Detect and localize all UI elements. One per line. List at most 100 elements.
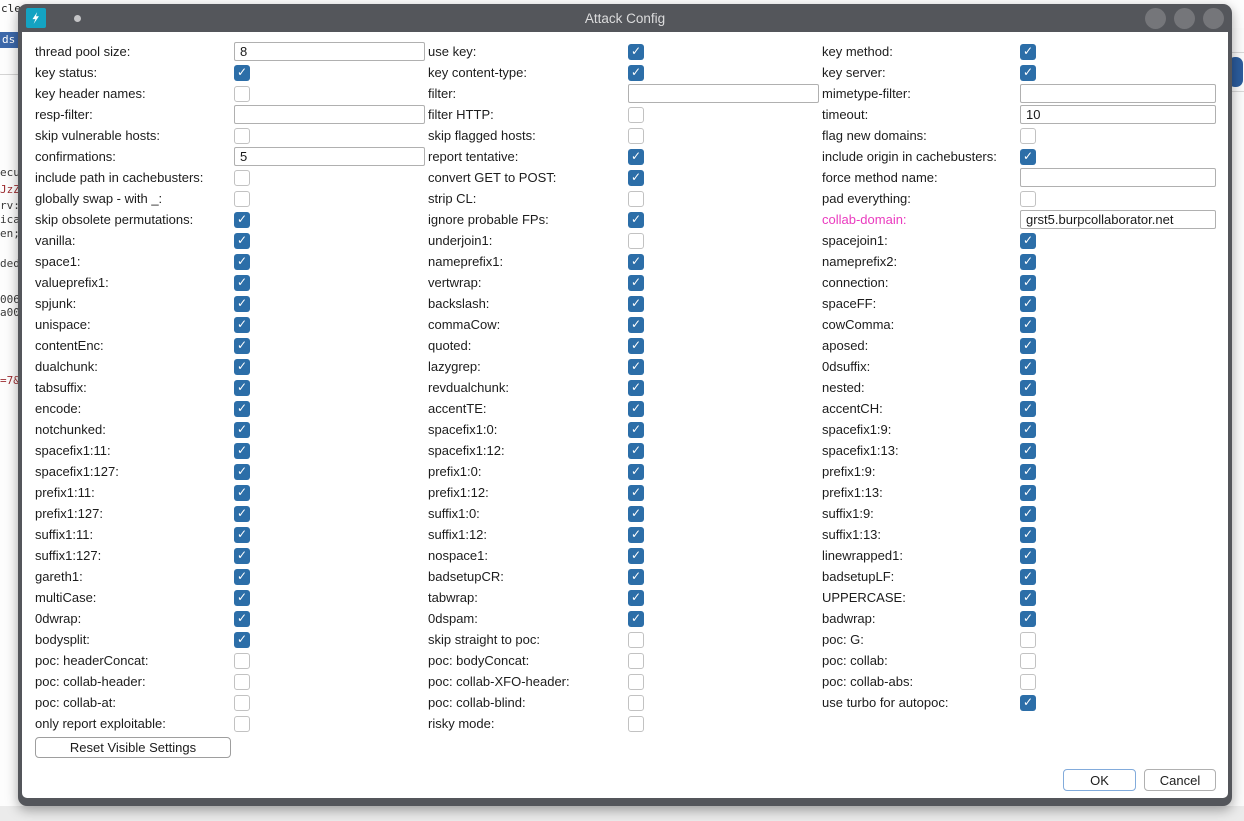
minimize-button[interactable] bbox=[1145, 7, 1166, 29]
checkbox-unispace[interactable]: ✓ bbox=[234, 316, 250, 333]
text-input-thread-pool-size[interactable] bbox=[234, 42, 425, 61]
checkbox-skip-straight-to-poc[interactable] bbox=[628, 631, 644, 648]
checkbox-vertwrap[interactable]: ✓ bbox=[628, 274, 644, 291]
checkbox-suffix1-9[interactable]: ✓ bbox=[1020, 505, 1036, 522]
checkbox-dualchunk[interactable]: ✓ bbox=[234, 358, 250, 375]
checkbox-use-key[interactable]: ✓ bbox=[628, 43, 644, 60]
checkbox-globally-swap-with[interactable] bbox=[234, 190, 250, 207]
checkbox-gareth1[interactable]: ✓ bbox=[234, 568, 250, 585]
titlebar[interactable]: Attack Config bbox=[18, 4, 1232, 32]
checkbox-nameprefix2[interactable]: ✓ bbox=[1020, 253, 1036, 270]
checkbox-spaceff[interactable]: ✓ bbox=[1020, 295, 1036, 312]
checkbox-0dspam[interactable]: ✓ bbox=[628, 610, 644, 627]
checkbox-only-report-exploitable[interactable] bbox=[234, 715, 250, 732]
checkbox-backslash[interactable]: ✓ bbox=[628, 295, 644, 312]
checkbox-key-method[interactable]: ✓ bbox=[1020, 43, 1036, 60]
checkbox-poc-collab-xfo-header[interactable] bbox=[628, 673, 644, 690]
checkbox-filter-http[interactable] bbox=[628, 106, 644, 123]
checkbox-0dwrap[interactable]: ✓ bbox=[234, 610, 250, 627]
checkbox-connection[interactable]: ✓ bbox=[1020, 274, 1036, 291]
checkbox-use-turbo-for-autopoc[interactable]: ✓ bbox=[1020, 694, 1036, 711]
checkbox-accentch[interactable]: ✓ bbox=[1020, 400, 1036, 417]
checkbox-poc-collab[interactable] bbox=[1020, 652, 1036, 669]
checkbox-spacefix1-127[interactable]: ✓ bbox=[234, 463, 250, 480]
checkbox-nospace1[interactable]: ✓ bbox=[628, 547, 644, 564]
checkbox-prefix1-13[interactable]: ✓ bbox=[1020, 484, 1036, 501]
text-input-force-method-name[interactable] bbox=[1020, 168, 1216, 187]
checkbox-prefix1-9[interactable]: ✓ bbox=[1020, 463, 1036, 480]
checkbox-spacefix1-11[interactable]: ✓ bbox=[234, 442, 250, 459]
checkbox-poc-g[interactable] bbox=[1020, 631, 1036, 648]
checkbox-space1[interactable]: ✓ bbox=[234, 253, 250, 270]
maximize-button[interactable] bbox=[1174, 7, 1195, 29]
checkbox-poc-headerconcat[interactable] bbox=[234, 652, 250, 669]
text-input-mimetype-filter[interactable] bbox=[1020, 84, 1216, 103]
checkbox-suffix1-0[interactable]: ✓ bbox=[628, 505, 644, 522]
checkbox-include-origin-in-cachebusters[interactable]: ✓ bbox=[1020, 148, 1036, 165]
checkbox-spjunk[interactable]: ✓ bbox=[234, 295, 250, 312]
checkbox-tabsuffix[interactable]: ✓ bbox=[234, 379, 250, 396]
checkbox-encode[interactable]: ✓ bbox=[234, 400, 250, 417]
checkbox-flag-new-domains[interactable] bbox=[1020, 127, 1036, 144]
checkbox-include-path-in-cachebusters[interactable] bbox=[234, 169, 250, 186]
checkbox-suffix1-13[interactable]: ✓ bbox=[1020, 526, 1036, 543]
checkbox-risky-mode[interactable] bbox=[628, 715, 644, 732]
checkbox-poc-collab-abs[interactable] bbox=[1020, 673, 1036, 690]
checkbox-nameprefix1[interactable]: ✓ bbox=[628, 253, 644, 270]
checkbox-linewrapped1[interactable]: ✓ bbox=[1020, 547, 1036, 564]
checkbox-convert-get-to-post[interactable]: ✓ bbox=[628, 169, 644, 186]
checkbox-quoted[interactable]: ✓ bbox=[628, 337, 644, 354]
text-input-resp-filter[interactable] bbox=[234, 105, 425, 124]
checkbox-cowcomma[interactable]: ✓ bbox=[1020, 316, 1036, 333]
checkbox-0dsuffix[interactable]: ✓ bbox=[1020, 358, 1036, 375]
checkbox-prefix1-127[interactable]: ✓ bbox=[234, 505, 250, 522]
checkbox-pad-everything[interactable] bbox=[1020, 190, 1036, 207]
checkbox-prefix1-12[interactable]: ✓ bbox=[628, 484, 644, 501]
checkbox-skip-flagged-hosts[interactable] bbox=[628, 127, 644, 144]
checkbox-prefix1-0[interactable]: ✓ bbox=[628, 463, 644, 480]
checkbox-underjoin1[interactable] bbox=[628, 232, 644, 249]
checkbox-suffix1-127[interactable]: ✓ bbox=[234, 547, 250, 564]
checkbox-valueprefix1[interactable]: ✓ bbox=[234, 274, 250, 291]
ok-button[interactable]: OK bbox=[1063, 769, 1136, 791]
checkbox-tabwrap[interactable]: ✓ bbox=[628, 589, 644, 606]
checkbox-lazygrep[interactable]: ✓ bbox=[628, 358, 644, 375]
checkbox-poc-bodyconcat[interactable] bbox=[628, 652, 644, 669]
checkbox-notchunked[interactable]: ✓ bbox=[234, 421, 250, 438]
checkbox-suffix1-11[interactable]: ✓ bbox=[234, 526, 250, 543]
text-input-collab-domain[interactable] bbox=[1020, 210, 1216, 229]
checkbox-spacefix1-0[interactable]: ✓ bbox=[628, 421, 644, 438]
checkbox-accentte[interactable]: ✓ bbox=[628, 400, 644, 417]
checkbox-spacefix1-12[interactable]: ✓ bbox=[628, 442, 644, 459]
checkbox-key-header-names[interactable] bbox=[234, 85, 250, 102]
checkbox-bodysplit[interactable]: ✓ bbox=[234, 631, 250, 648]
checkbox-badsetupcr[interactable]: ✓ bbox=[628, 568, 644, 585]
checkbox-contentenc[interactable]: ✓ bbox=[234, 337, 250, 354]
checkbox-revdualchunk[interactable]: ✓ bbox=[628, 379, 644, 396]
checkbox-commacow[interactable]: ✓ bbox=[628, 316, 644, 333]
checkbox-key-server[interactable]: ✓ bbox=[1020, 64, 1036, 81]
reset-visible-settings-button[interactable]: Reset Visible Settings bbox=[35, 737, 231, 758]
checkbox-spacefix1-13[interactable]: ✓ bbox=[1020, 442, 1036, 459]
checkbox-ignore-probable-fps[interactable]: ✓ bbox=[628, 211, 644, 228]
checkbox-skip-vulnerable-hosts[interactable] bbox=[234, 127, 250, 144]
text-input-filter[interactable] bbox=[628, 84, 819, 103]
checkbox-key-content-type[interactable]: ✓ bbox=[628, 64, 644, 81]
checkbox-poc-collab-header[interactable] bbox=[234, 673, 250, 690]
close-button[interactable] bbox=[1203, 7, 1224, 29]
checkbox-spacefix1-9[interactable]: ✓ bbox=[1020, 421, 1036, 438]
checkbox-suffix1-12[interactable]: ✓ bbox=[628, 526, 644, 543]
checkbox-report-tentative[interactable]: ✓ bbox=[628, 148, 644, 165]
checkbox-key-status[interactable]: ✓ bbox=[234, 64, 250, 81]
checkbox-strip-cl[interactable] bbox=[628, 190, 644, 207]
checkbox-multicase[interactable]: ✓ bbox=[234, 589, 250, 606]
checkbox-spacejoin1[interactable]: ✓ bbox=[1020, 232, 1036, 249]
checkbox-skip-obsolete-permutations[interactable]: ✓ bbox=[234, 211, 250, 228]
checkbox-prefix1-11[interactable]: ✓ bbox=[234, 484, 250, 501]
checkbox-badsetuplf[interactable]: ✓ bbox=[1020, 568, 1036, 585]
text-input-confirmations[interactable] bbox=[234, 147, 425, 166]
checkbox-poc-collab-blind[interactable] bbox=[628, 694, 644, 711]
text-input-timeout[interactable] bbox=[1020, 105, 1216, 124]
checkbox-poc-collab-at[interactable] bbox=[234, 694, 250, 711]
checkbox-uppercase[interactable]: ✓ bbox=[1020, 589, 1036, 606]
